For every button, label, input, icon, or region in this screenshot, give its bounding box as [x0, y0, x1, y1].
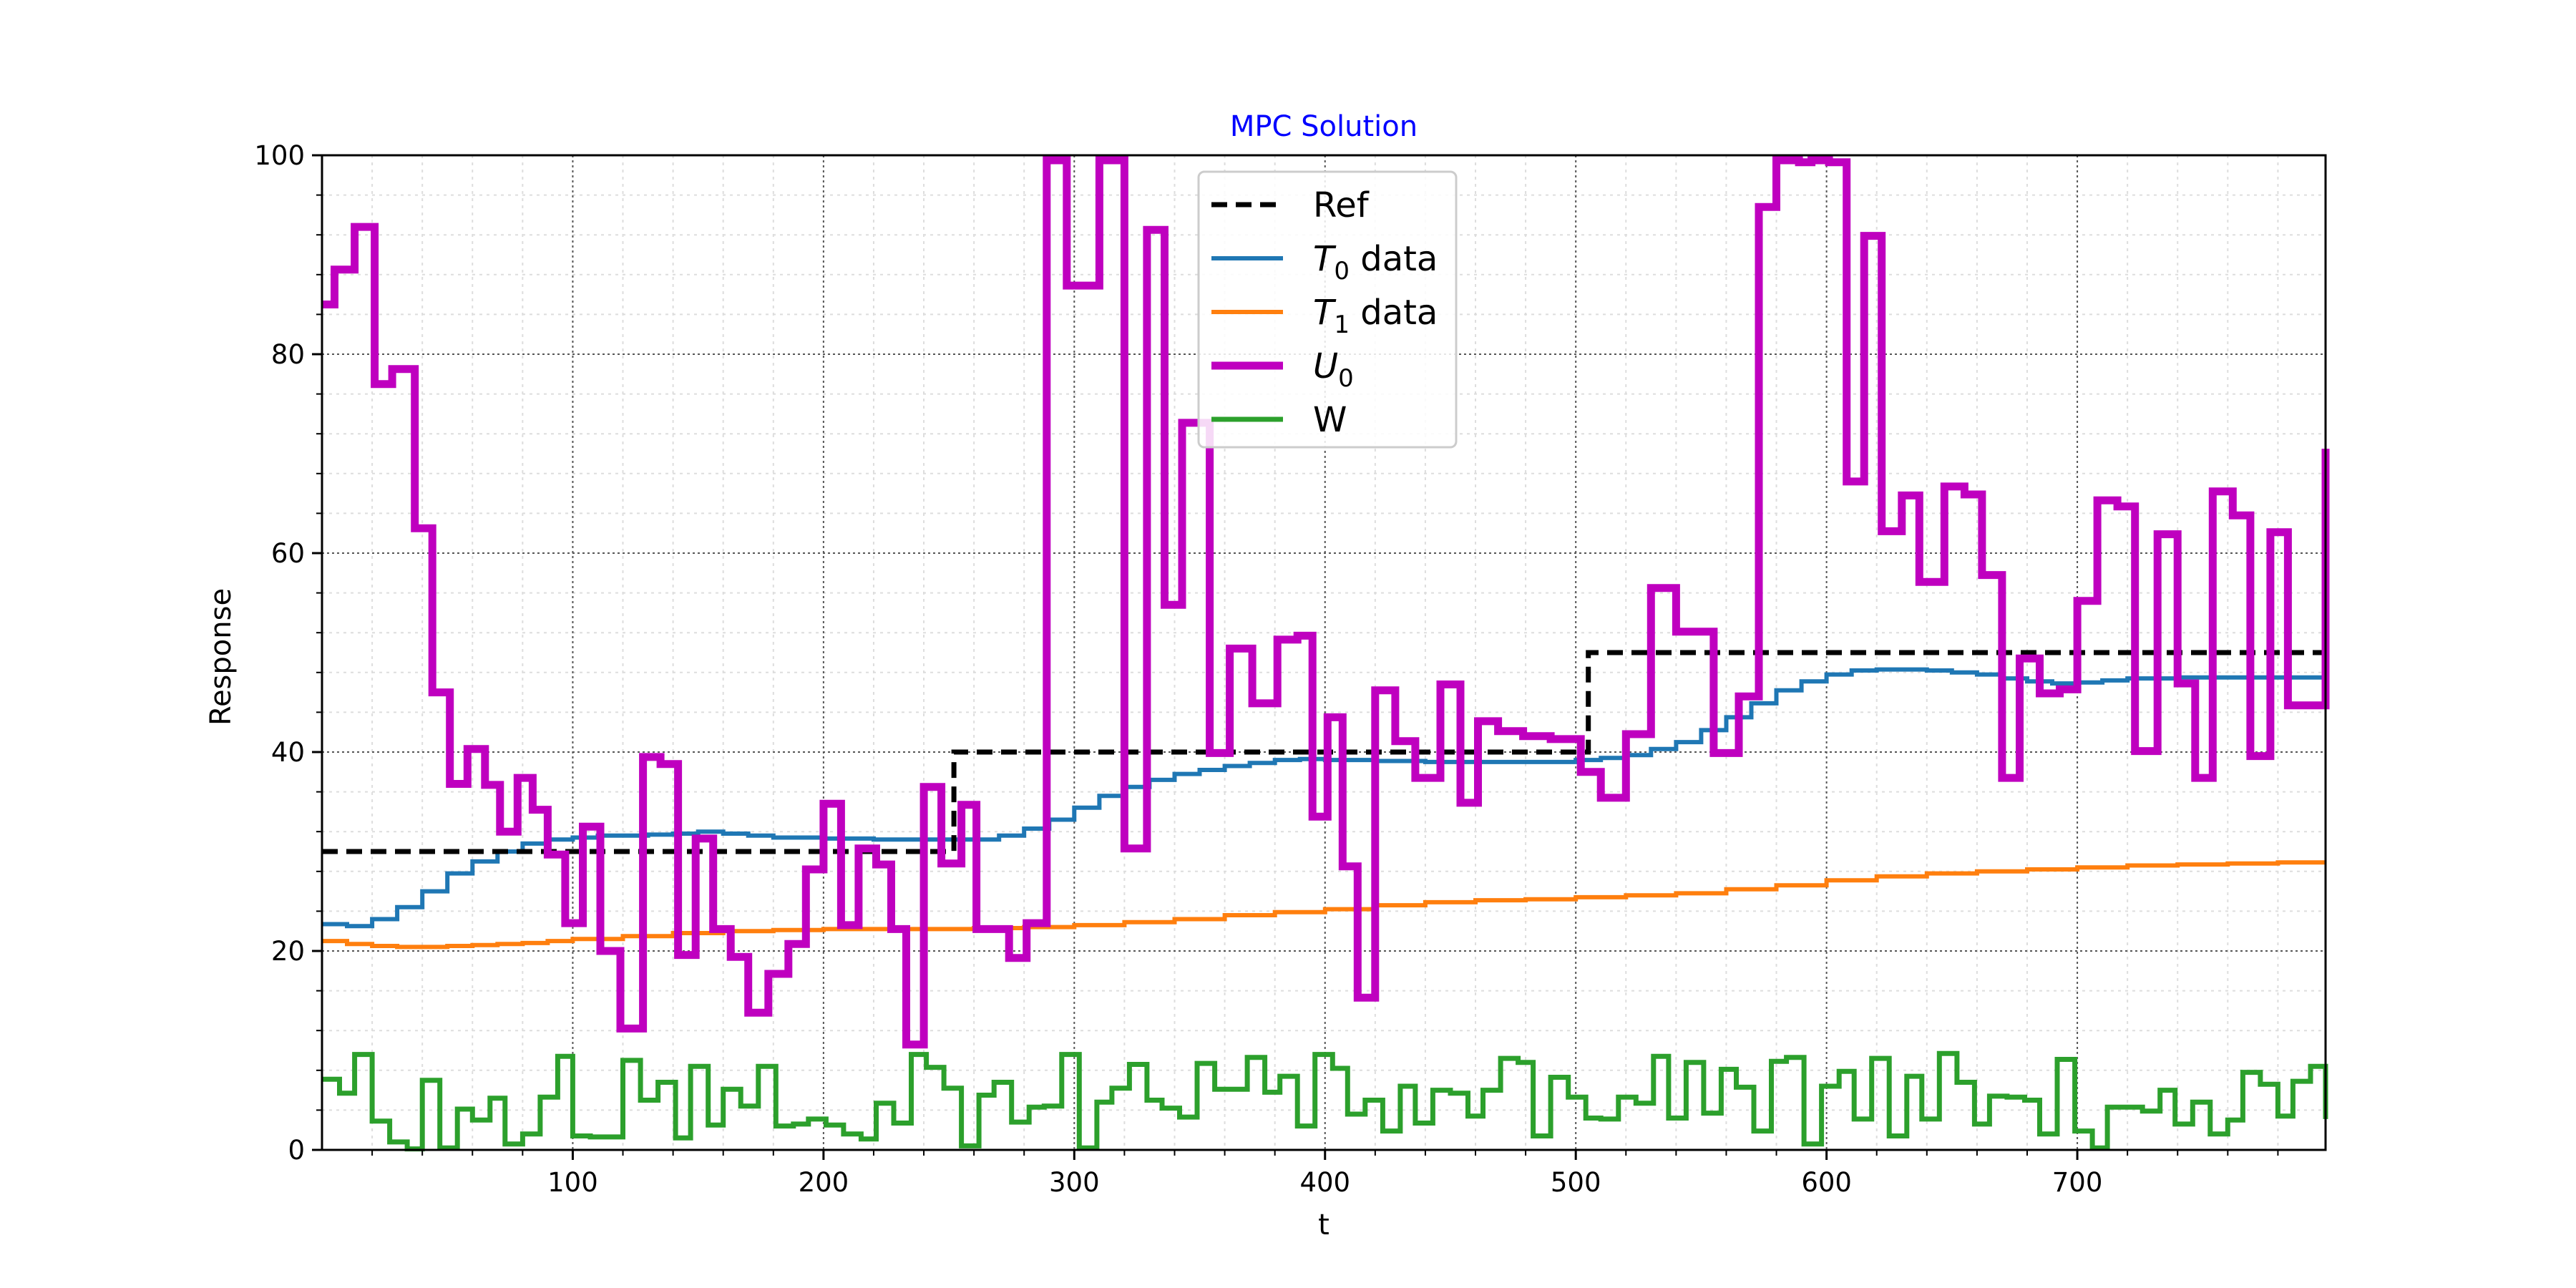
legend-label-w: W: [1313, 400, 1347, 440]
y-tick-label: 60: [271, 538, 305, 569]
x-tick-label: 400: [1299, 1167, 1350, 1198]
x-tick-label: 100: [547, 1167, 598, 1198]
y-tick-label: 100: [254, 140, 305, 171]
y-tick-label: 0: [288, 1135, 305, 1166]
legend-box: [1197, 170, 1458, 449]
y-tick-label: 80: [271, 339, 305, 370]
y-tick-label: 20: [271, 936, 305, 967]
y-tick-label: 40: [271, 737, 305, 768]
series-line-w: [322, 1050, 2328, 1152]
legend: Ref T0 data T1 data U0 W: [1197, 170, 1458, 449]
legend-label-t0: T0 data: [1313, 239, 1438, 286]
x-tick-label: 300: [1049, 1167, 1100, 1198]
x-tick-label: 500: [1551, 1167, 1601, 1198]
series-line-t1: [322, 860, 2326, 950]
x-tick-label: 600: [1801, 1167, 1852, 1198]
x-tick-label: 700: [2052, 1167, 2103, 1198]
axes: 100 200 300 400 500 600 700 0 20 40 60 80 100: [254, 140, 2327, 1198]
legend-label-u0: U0: [1313, 346, 1354, 393]
y-axis-label: Response: [205, 588, 238, 726]
series-layer: [322, 156, 2330, 1152]
x-axis-label: t: [1318, 1209, 1330, 1241]
legend-label-t1: T1 data: [1313, 293, 1438, 339]
x-tick-label: 200: [799, 1167, 849, 1198]
series-line-u0: [322, 156, 2330, 1049]
plot-frame: [321, 154, 2327, 1151]
chart-title: MPC Solution: [1230, 110, 1418, 143]
legend-label-ref: Ref: [1313, 185, 1370, 225]
